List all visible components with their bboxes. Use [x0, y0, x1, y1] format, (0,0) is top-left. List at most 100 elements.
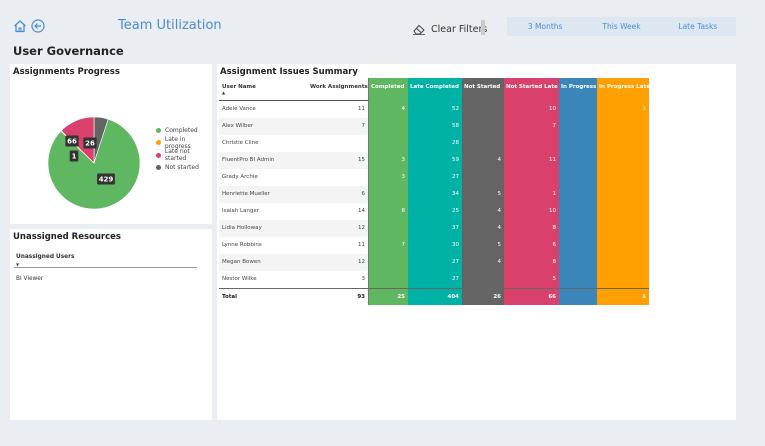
cell-late-completed: 27	[408, 254, 462, 271]
cell-in-progress	[559, 152, 597, 169]
col-header-not-started-late[interactable]: Not Started Late	[504, 78, 559, 101]
col-header-work-assignments[interactable]: Work Assignments	[307, 78, 369, 101]
cell-not-started: 5	[462, 186, 504, 203]
cell-not-started: 4	[462, 220, 504, 237]
total-not-started-late: 66	[504, 288, 559, 305]
cell-in-progress-late	[597, 237, 649, 254]
cell-completed	[369, 135, 408, 152]
cell-name: Isaiah Langer	[222, 208, 260, 214]
tab-this-week[interactable]: This Week	[602, 22, 641, 31]
cell-not-started-late: 6	[504, 237, 559, 254]
legend-label: Late in progress	[164, 135, 191, 150]
table-row[interactable]: Alex Wilber 7 58 7	[219, 118, 649, 135]
cell-work: 11	[307, 101, 369, 118]
legend-dot-icon	[156, 140, 161, 146]
period-tabs: 3 Months This Week Late Tasks	[507, 17, 736, 36]
cell-in-progress-late	[597, 135, 649, 152]
table-header-row: User Name ▲ Work Assignments Completed La…	[219, 78, 649, 101]
cell-in-progress-late	[597, 220, 649, 237]
cell-in-progress	[559, 203, 597, 220]
cell-in-progress-late	[597, 169, 649, 186]
table-row[interactable]: Megan Bowen 12 27 4 8	[219, 254, 649, 271]
cell-not-started	[462, 135, 504, 152]
legend-label: Not started	[165, 164, 199, 172]
cell-not-started-late: 11	[504, 152, 559, 169]
legend-item-completed: Completed	[156, 124, 212, 137]
col-header-in-progress-late[interactable]: In Progress Late	[597, 78, 649, 101]
table-row[interactable]: Christie Cline 28	[219, 135, 649, 152]
table-row[interactable]: Grady Archie 3 27	[219, 169, 649, 186]
table-row[interactable]: Lynne Robbins 11 7 30 5 6	[219, 237, 649, 254]
cell-name: Megan Bowen	[219, 254, 307, 271]
assignments-progress-panel: Assignments Progress 429 1 66 26 Completed …	[10, 64, 212, 224]
col-header-in-progress[interactable]: In Progress	[559, 78, 597, 101]
cell-completed: 8	[369, 203, 408, 220]
cell-in-progress	[559, 118, 597, 135]
table-row[interactable]: Isaiah Langer 14 8 25 4 10	[219, 203, 649, 220]
cell-not-started: 4	[462, 254, 504, 271]
legend-label: Late not started	[164, 148, 190, 163]
cell-not-started-late: 10	[504, 101, 559, 118]
legend-item-late-in-progress: Late in progress	[156, 135, 212, 150]
cell-not-started: 5	[462, 237, 504, 254]
cell-not-started-late	[504, 135, 559, 152]
cell-not-started-late: 1	[504, 186, 559, 203]
cell-name: Alex Wilber	[219, 118, 307, 135]
cell-work: 11	[307, 237, 369, 254]
pie-data-label: 429	[97, 173, 115, 185]
issues-summary-table: User Name ▲ Work Assignments Completed La…	[219, 78, 649, 305]
cell-completed	[369, 254, 408, 271]
cell-name: Adele Vance	[222, 106, 256, 112]
legend-item-late-not-started: Late not started	[156, 148, 212, 163]
col-header-completed[interactable]: Completed	[369, 78, 408, 101]
col-header-late-completed[interactable]: Late Completed	[408, 78, 462, 101]
col-header-not-started[interactable]: Not Started	[462, 78, 504, 101]
svg-text:1: 1	[72, 153, 77, 161]
cell-in-progress	[559, 169, 597, 186]
table-row[interactable]: Henriette Mueller 6 34 5 1	[219, 186, 649, 203]
cell-late-completed: 59	[408, 152, 462, 169]
cell-work: 6	[307, 186, 369, 203]
table-row[interactable]: Lidia Holloway 12 37 4 8	[219, 220, 649, 237]
col-header-user-name[interactable]: User Name ▲	[219, 78, 307, 101]
cell-not-started: 4	[462, 152, 504, 169]
tab-late-tasks[interactable]: Late Tasks	[678, 22, 718, 31]
cell-name: Christie Cline	[222, 140, 259, 146]
cell-work: 12	[307, 220, 369, 237]
home-icon[interactable]	[13, 19, 27, 33]
total-in-progress-late: 1	[597, 288, 649, 305]
cell-in-progress	[559, 186, 597, 203]
cell-not-started-late: 7	[504, 118, 559, 135]
table-row[interactable]: FluentPro BI Admin 15 3 59 4 11	[219, 152, 649, 169]
cell-completed: 3	[369, 152, 408, 169]
cell-late-completed: 52	[408, 101, 462, 118]
cell-completed: 3	[369, 169, 408, 186]
cell-work: 7	[307, 118, 369, 135]
total-label: Total	[219, 288, 307, 305]
unassigned-user-row[interactable]: BI Viewer	[16, 276, 44, 282]
cell-in-progress-late	[597, 152, 649, 169]
cell-not-started	[462, 118, 504, 135]
cell-work	[307, 135, 369, 152]
cell-completed	[369, 220, 408, 237]
cell-completed	[369, 186, 408, 203]
clear-filters-button[interactable]: Clear Filters	[412, 22, 487, 36]
sort-up-icon: ▲	[222, 90, 226, 95]
tab-3-months[interactable]: 3 Months	[527, 22, 563, 31]
table-row[interactable]: Nestor Wilke 3 27 5	[219, 271, 649, 288]
unassigned-resources-title: Unassigned Resources	[13, 232, 121, 242]
cell-not-started-late: 10	[504, 203, 559, 220]
cell-in-progress-late	[597, 271, 649, 288]
cell-not-started-late	[504, 169, 559, 186]
cell-in-progress	[559, 220, 597, 237]
eraser-icon	[413, 24, 425, 35]
cell-name: Nestor Wilke	[222, 276, 257, 282]
cell-late-completed: 27	[408, 169, 462, 186]
cell-late-completed: 37	[408, 220, 462, 237]
cell-late-completed: 27	[408, 271, 462, 288]
back-arrow-icon[interactable]	[31, 19, 45, 33]
table-row[interactable]: Adele Vance 11 4 52 10 1	[219, 101, 649, 118]
cell-work: 3	[307, 271, 369, 288]
cell-late-completed: 30	[408, 237, 462, 254]
unassigned-users-header[interactable]: Unassigned Users ▼	[14, 250, 197, 268]
